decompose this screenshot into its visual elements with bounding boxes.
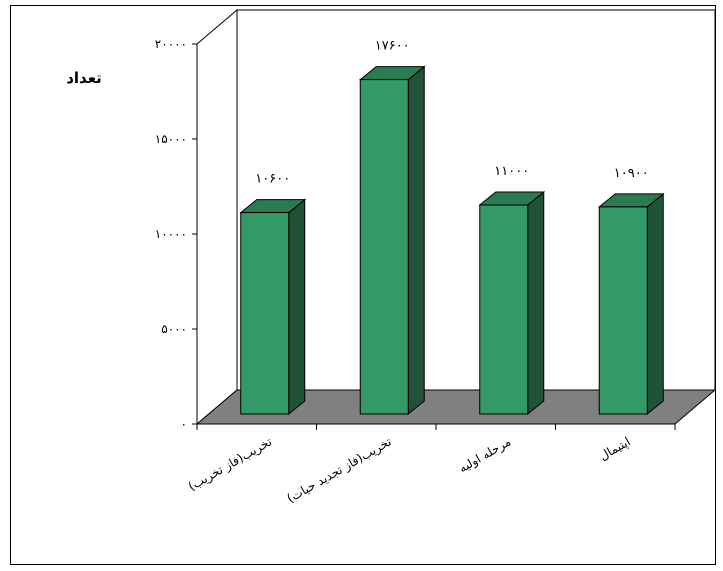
x-category-label: اپتیمال bbox=[597, 434, 633, 463]
bar bbox=[358, 65, 426, 416]
data-label: ۱۷۶۰۰ bbox=[375, 39, 410, 54]
y-tick-label: ۱۰۰۰۰ bbox=[155, 227, 187, 241]
bar-front bbox=[598, 206, 648, 415]
bar-side bbox=[288, 198, 306, 416]
x-category-label: مرحله اولیه bbox=[456, 434, 513, 476]
bar bbox=[478, 190, 546, 416]
y-tick-label: ۱۵۰۰۰ bbox=[155, 132, 187, 146]
data-label: ۱۱۰۰۰ bbox=[494, 164, 529, 179]
data-label: ۱۰۶۰۰ bbox=[255, 172, 290, 187]
y-tick-label: ۵۰۰۰ bbox=[161, 322, 187, 336]
y-axis-label: تعداد bbox=[66, 69, 102, 87]
data-label: ۱۰۹۰۰ bbox=[614, 166, 649, 181]
side-wall bbox=[196, 8, 238, 426]
bar-front bbox=[359, 79, 409, 415]
bar bbox=[597, 192, 665, 416]
bar-side bbox=[646, 192, 664, 416]
chart-walls bbox=[195, 8, 717, 426]
bar-front bbox=[240, 212, 290, 415]
x-category-label: تخریب(فاز تخریب) bbox=[186, 434, 275, 494]
x-category-label: تخریب(فاز تجدید حیات) bbox=[285, 434, 395, 506]
bar-front bbox=[479, 204, 529, 415]
y-axis: ۰ ۵۰۰۰ ۱۰۰۰۰ ۱۵۰۰۰ ۲۰۰۰۰ bbox=[155, 37, 198, 431]
bar-side bbox=[407, 65, 425, 416]
x-axis: تخریب(فاز تخریب) تخریب(فاز تجدید حیات) مرح… bbox=[186, 423, 676, 506]
bar bbox=[239, 198, 307, 416]
bar-side bbox=[527, 190, 545, 416]
y-tick-label: ۲۰۰۰۰ bbox=[155, 37, 187, 51]
data-labels: ۱۰۶۰۰ ۱۷۶۰۰ ۱۱۰۰۰ ۱۰۹۰۰ bbox=[255, 39, 648, 187]
y-tick-label: ۰ bbox=[181, 417, 187, 431]
bars bbox=[239, 65, 665, 416]
